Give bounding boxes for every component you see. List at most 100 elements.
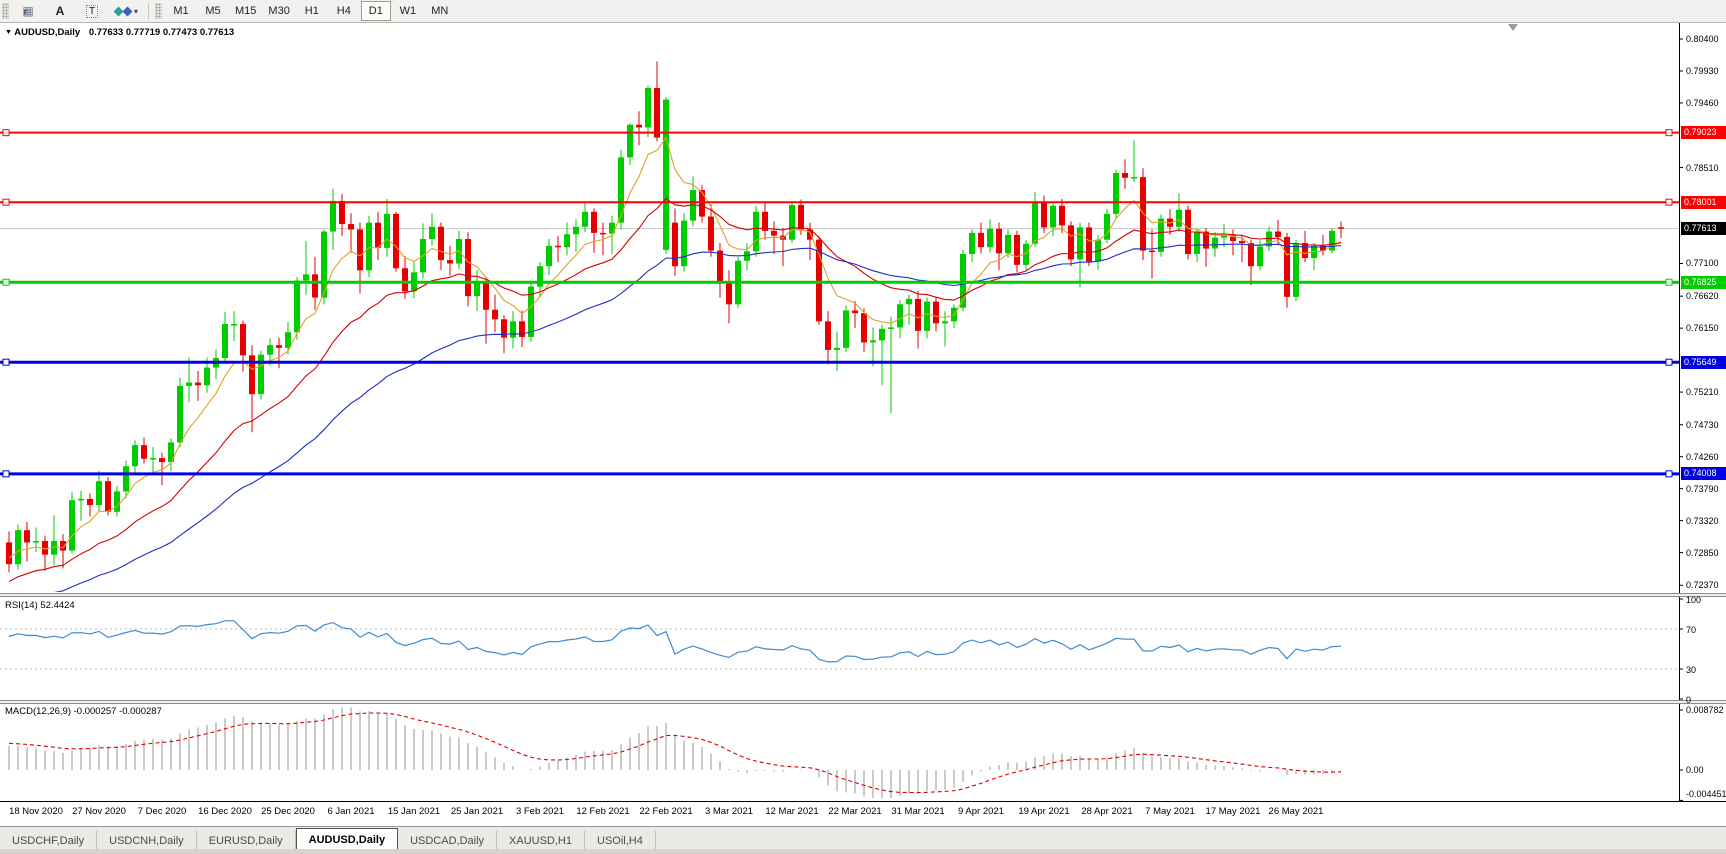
candle-up (78, 490, 84, 521)
hline-handle[interactable] (2, 198, 10, 206)
symbol-tab-AUDUSD-Daily[interactable]: AUDUSD,Daily (295, 828, 399, 850)
timeframe-group: M1 M5 M15 M30 H1 H4 D1 W1 MN (165, 1, 456, 21)
candle-down (348, 213, 354, 253)
timeframe-button-M1[interactable]: M1 (173, 5, 189, 17)
hline-handle[interactable] (2, 129, 10, 137)
main-pane[interactable] (0, 61, 1679, 605)
candle-up (924, 297, 930, 339)
candle-down (636, 111, 642, 146)
candle-up (618, 149, 624, 230)
timeframe-button-M30[interactable]: M30 (268, 5, 290, 17)
font-icon[interactable]: A (55, 4, 65, 18)
candle-up (969, 229, 975, 263)
candle-down (402, 256, 408, 299)
candle-up (987, 219, 993, 253)
symbol-tab-USDCNH-Daily[interactable]: USDCNH,Daily (97, 831, 197, 850)
data-window-icon[interactable]: ▦ F (13, 1, 43, 21)
candle-up (1158, 214, 1164, 257)
text-object-icon[interactable]: T (77, 1, 107, 21)
hline-handle[interactable] (1665, 198, 1673, 206)
symbol-tab-USDCHF-Daily[interactable]: USDCHF,Daily (0, 831, 98, 850)
candle-down (24, 522, 30, 562)
symbol-tab-USOil-H4[interactable]: USOil,H4 (585, 831, 656, 850)
candle-down (852, 300, 858, 329)
candle-down (861, 308, 867, 352)
candle-up (186, 357, 192, 403)
candle-up (429, 213, 435, 246)
candle-up (15, 524, 21, 570)
main-toolbar: ▦ F A T ▾ M1 M5 M15 M30 H1 H4 D1 W1 MN (0, 0, 1726, 23)
candle-up (1050, 202, 1056, 237)
candle-up (546, 239, 552, 276)
timeframe-button-H4[interactable]: H4 (336, 5, 351, 17)
hline-handle[interactable] (1665, 129, 1673, 137)
hline-handle[interactable] (2, 470, 10, 478)
candle-down (591, 208, 597, 253)
symbol-tab-EURUSD-Daily[interactable]: EURUSD,Daily (197, 831, 296, 850)
candle-up (897, 300, 903, 339)
macd-signal-line (8, 712, 1342, 794)
candle-down (717, 243, 723, 298)
candle-down (438, 222, 444, 271)
candle-up (114, 485, 120, 517)
rsi-pane[interactable] (0, 620, 1679, 670)
candle-up (150, 447, 156, 475)
symbol-tab-USDCAD-Daily[interactable]: USDCAD,Daily (398, 831, 498, 850)
candle-up (1176, 193, 1182, 233)
hline-handle[interactable] (2, 358, 10, 366)
candle-up (789, 202, 795, 244)
candle-up (627, 123, 633, 165)
timeframe-button-W1[interactable]: W1 (399, 5, 417, 17)
candle-down (699, 185, 705, 223)
candle-up (69, 492, 75, 554)
timeframe-button-D1[interactable]: D1 (360, 1, 391, 21)
hline-handle[interactable] (1665, 470, 1673, 478)
timeframe-button-MN[interactable]: MN (431, 5, 449, 17)
timeframe-button-M5[interactable]: M5 (205, 5, 221, 17)
candle-down (60, 534, 66, 569)
hline-handle[interactable] (1665, 358, 1673, 366)
candle-down (249, 345, 255, 433)
grid-glyph: ▦ F (22, 4, 34, 18)
candle-up (1023, 239, 1029, 271)
chart-shift-marker-icon[interactable] (1508, 24, 1518, 31)
candle-up (1194, 229, 1200, 263)
candle-down (1014, 230, 1020, 273)
dropdown-caret-icon: ▾ (134, 6, 139, 16)
candle-down (1203, 228, 1209, 267)
candle-down (825, 311, 831, 365)
candle-down (933, 297, 939, 332)
symbol-tab-XAUUSD-H1[interactable]: XAUUSD,H1 (497, 831, 585, 850)
toolbar-grip[interactable] (2, 3, 9, 19)
timeframe-button-M15[interactable]: M15 (235, 5, 257, 17)
timeframe-button-H1[interactable]: H1 (304, 5, 319, 17)
timeframe-grip[interactable] (155, 3, 163, 19)
rsi-line (8, 620, 1342, 663)
candle-up (1293, 239, 1299, 301)
shapes-dropdown-icon[interactable]: ▾ (109, 1, 143, 21)
candle-up (231, 311, 237, 342)
candle-down (87, 493, 93, 517)
hline-handle[interactable] (2, 278, 10, 286)
candle-down (1239, 234, 1245, 263)
candle-down (708, 204, 714, 257)
candle-up (303, 241, 309, 295)
candle-up (1131, 140, 1137, 182)
candle-down (159, 452, 165, 486)
candle-down (375, 211, 381, 261)
candle-down (519, 310, 525, 348)
slow-ma-line (54, 243, 1342, 592)
candle-down (726, 270, 732, 324)
macd-pane[interactable] (8, 707, 1342, 799)
candle-down (996, 222, 1002, 271)
candle-up (366, 215, 372, 278)
candle-down (42, 535, 48, 571)
candle-up (51, 515, 57, 566)
candle-up (1104, 209, 1110, 244)
candle-down (339, 194, 345, 237)
hline-handle[interactable] (1665, 278, 1673, 286)
candle-up (96, 470, 102, 512)
candle-down (1068, 221, 1074, 267)
